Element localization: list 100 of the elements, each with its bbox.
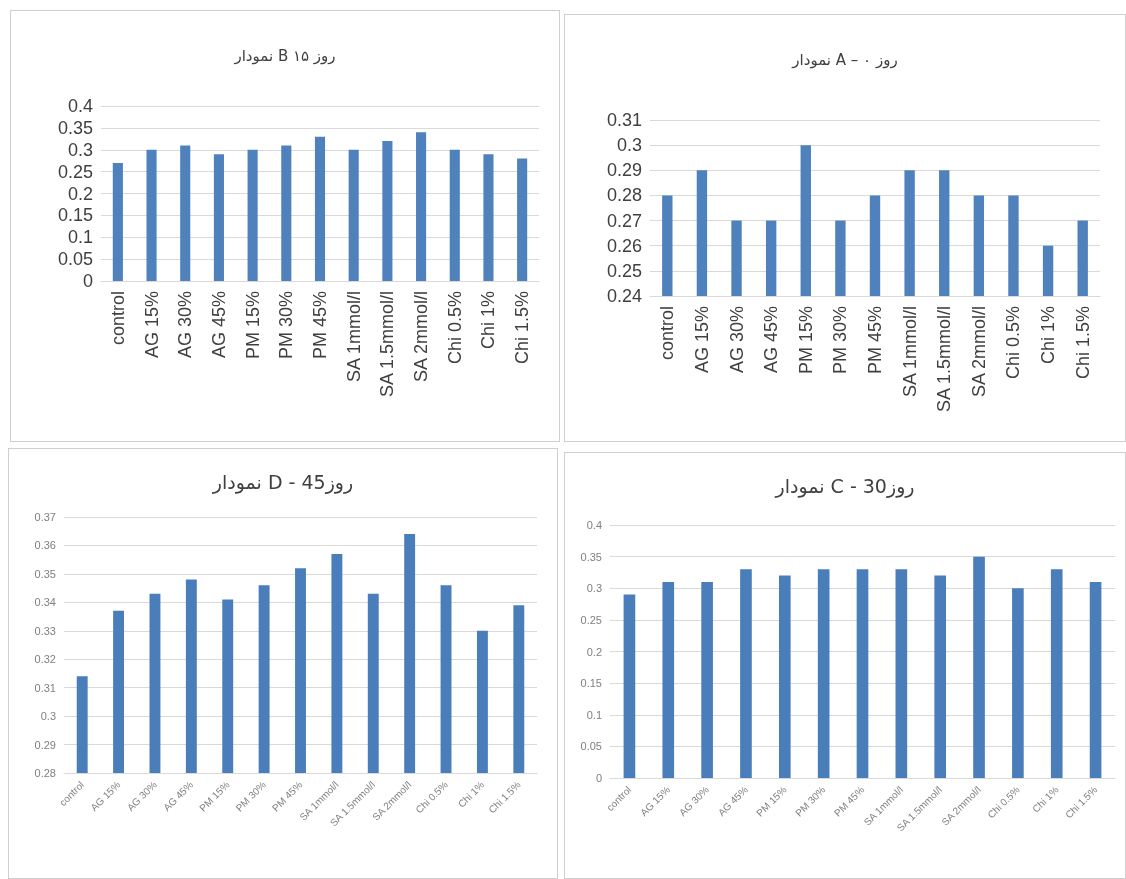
bar	[213, 154, 224, 281]
bar	[662, 581, 675, 778]
y-tick-label: 0.29	[34, 738, 56, 751]
bar	[701, 581, 713, 778]
x-tick-label: PM 30%	[276, 291, 297, 360]
x-tick-label: Chi 1%	[1038, 306, 1059, 365]
x-tick-label: PM 30%	[233, 779, 269, 814]
bar	[740, 569, 752, 778]
bar	[112, 162, 123, 281]
bar	[348, 149, 359, 281]
x-tick-label: AG 15%	[141, 291, 162, 359]
y-tick-label: 0.25	[57, 161, 93, 182]
x-tick-label: PM 30%	[830, 306, 851, 375]
x-tick-label: SA 1mmol/l	[899, 306, 920, 398]
y-tick-label: 0.37	[34, 511, 56, 523]
x-tick-label: PM 15%	[795, 306, 816, 375]
y-tick-label: 0.31	[606, 110, 642, 130]
bar	[517, 158, 528, 281]
x-tick-label: Chi 0.5%	[444, 291, 465, 365]
y-tick-label: 0.34	[34, 596, 56, 609]
y-tick-label: 0.32	[34, 653, 56, 666]
y-tick-label: 0.27	[606, 210, 642, 231]
x-tick-label: Chi 0.5%	[1003, 306, 1024, 380]
x-tick-label: SA 2mmol/l	[411, 291, 432, 383]
x-tick-label: PM 45%	[831, 784, 867, 819]
bar	[180, 145, 191, 281]
y-tick-label: 0.1	[67, 227, 93, 248]
bar	[1012, 588, 1024, 778]
y-tick-label: 0.28	[606, 185, 642, 206]
y-tick-label: 0.3	[67, 139, 93, 160]
y-tick-label: 0.35	[580, 550, 602, 563]
x-tick-label: AG 30%	[175, 291, 196, 359]
y-tick-label: 0.3	[616, 135, 642, 156]
y-tick-label: 0.24	[606, 286, 642, 306]
bar	[895, 569, 908, 778]
y-tick-label: 0.29	[606, 160, 642, 181]
chart-title: نمودار D - روز45	[211, 470, 354, 494]
x-tick-label: AG 15%	[88, 779, 123, 814]
x-tick-label: SA 1.5mmol/l	[934, 306, 955, 413]
bar	[449, 149, 460, 281]
y-tick-label: 0.15	[580, 677, 602, 690]
y-tick-label: 0.28	[34, 767, 56, 779]
x-tick-label: AG 45%	[715, 784, 750, 819]
y-tick-label: 0.4	[586, 519, 602, 531]
bar	[778, 575, 791, 778]
bar	[247, 149, 258, 281]
y-tick-label: 0.3	[40, 710, 56, 723]
x-tick-label: PM 45%	[269, 779, 305, 814]
x-tick-label: AG 30%	[726, 306, 747, 374]
x-tick-label: SA 1mmol/l	[343, 291, 364, 383]
bar	[856, 569, 869, 778]
x-tick-label: SA 1.5mmol/l	[377, 291, 398, 398]
y-tick-label: 0.05	[580, 740, 602, 753]
x-tick-label: AG 45%	[208, 291, 229, 359]
x-tick-label: PM 15%	[197, 779, 232, 814]
y-tick-label: 0.31	[34, 681, 56, 694]
x-tick-label: AG 45%	[161, 779, 196, 814]
bar	[146, 149, 157, 281]
y-tick-label: 0.1	[586, 708, 602, 721]
chart-title: نمودار A – روز ۰	[791, 50, 898, 69]
y-tick-label: 0	[82, 271, 93, 291]
y-tick-label: 0.2	[586, 645, 602, 658]
x-tick-label: control	[107, 291, 128, 346]
y-tick-label: 0.35	[57, 117, 93, 138]
bar	[973, 556, 985, 778]
bar	[483, 154, 494, 281]
y-tick-label: 0	[595, 772, 602, 784]
y-tick-label: 0.25	[580, 613, 602, 626]
x-tick-label: Chi 1%	[1030, 784, 1061, 815]
x-tick-label: AG 30%	[676, 784, 712, 819]
chart-title: نمودار B روز ۱۵	[233, 46, 336, 65]
bar	[817, 569, 830, 778]
bar	[281, 145, 292, 281]
x-tick-label: PM 45%	[310, 291, 330, 360]
x-tick-label: AG 15%	[691, 306, 712, 374]
x-tick-label: AG 15%	[638, 784, 673, 819]
x-tick-label: AG 45%	[761, 306, 782, 374]
y-tick-label: 0.26	[606, 235, 642, 256]
bar	[623, 594, 636, 778]
y-tick-label: 0.3	[586, 582, 602, 595]
bar	[1089, 581, 1102, 778]
x-tick-label: SA 2mmol/l	[968, 306, 989, 398]
y-tick-label: 0.25	[606, 260, 642, 281]
bar	[382, 141, 393, 281]
x-tick-label: Chi 1%	[478, 291, 499, 350]
y-tick-label: 0.35	[34, 567, 56, 580]
x-tick-label: Chi 1%	[455, 779, 487, 810]
bar	[314, 136, 326, 281]
y-tick-label: 0.2	[67, 183, 93, 204]
x-tick-label: PM 15%	[242, 291, 263, 360]
bar	[1050, 569, 1063, 778]
x-tick-label: Chi 1.5%	[512, 291, 533, 365]
x-tick-label: PM 15%	[754, 784, 789, 819]
y-tick-label: 0.33	[34, 624, 56, 637]
x-tick-label: AG 30%	[124, 779, 159, 814]
bar	[416, 132, 427, 281]
y-tick-label: 0.15	[57, 205, 93, 226]
y-tick-label: 0.4	[67, 96, 93, 116]
x-tick-label: PM 30%	[793, 784, 828, 819]
x-tick-label: control	[657, 306, 678, 361]
